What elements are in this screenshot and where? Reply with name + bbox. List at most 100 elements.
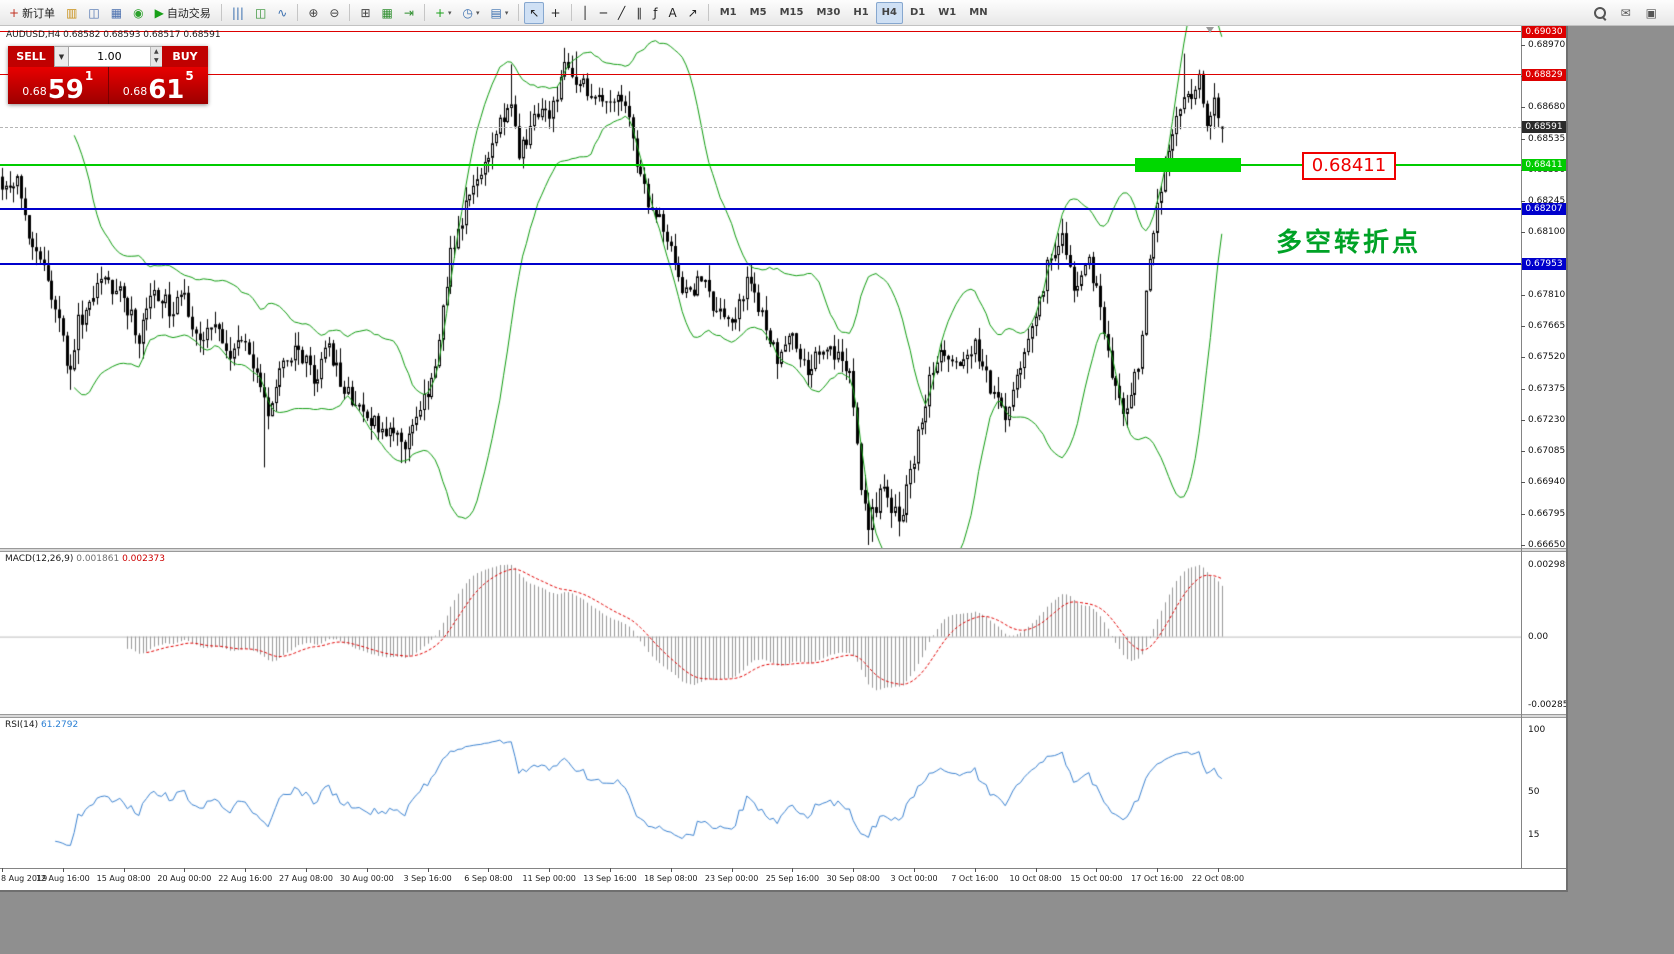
zoom-out-button[interactable]: ⊖	[324, 2, 344, 24]
main-chart-canvas[interactable]	[0, 26, 1521, 548]
price-axis-label: 0.68680	[1528, 102, 1566, 113]
rsi-name: RSI(14)	[5, 720, 39, 730]
time-axis-tick	[853, 868, 855, 872]
rsi-panel-canvas[interactable]	[0, 718, 1521, 868]
timeframe-h1-button[interactable]: H1	[853, 7, 869, 18]
buy-price-panel[interactable]: 0.68 61 5	[107, 67, 208, 105]
price-annotation-box[interactable]: 0.68411	[1302, 152, 1396, 180]
time-axis-tick	[1157, 868, 1159, 872]
stepper-down-icon[interactable]: ▼	[150, 56, 162, 66]
timeframe-d1-button[interactable]: D1	[909, 7, 926, 18]
new-order-button[interactable]: + 新订单	[4, 2, 60, 24]
profiles-button[interactable]: ◫	[83, 2, 104, 24]
indicators-button[interactable]: + ▾	[430, 2, 457, 24]
order-options-dropdown[interactable]: ▼	[54, 46, 69, 67]
market-watch-button[interactable]: ▦	[106, 2, 127, 24]
templates-button[interactable]: ▤ ▾	[486, 2, 514, 24]
price-axis-tick	[1521, 294, 1525, 296]
horizontal-line-tool-button[interactable]: ─	[595, 2, 612, 24]
toolbar-separator	[349, 4, 351, 21]
sell-price-panel[interactable]: 0.68 59 1	[8, 67, 108, 104]
time-axis-label: 8 Aug 2019	[1, 874, 48, 883]
layout-button[interactable]: ▣	[1641, 2, 1662, 24]
vertical-line-tool-button[interactable]: │	[577, 2, 594, 24]
arrow-shapes-icon: ↗	[687, 5, 698, 20]
dropdown-caret-icon: ▾	[448, 8, 452, 17]
timeframe-h4-button[interactable]: H4	[875, 1, 903, 24]
time-axis-tick	[974, 868, 976, 872]
toolbar-separator	[423, 4, 425, 21]
candles-icon: ◫	[254, 5, 267, 20]
panel-separator[interactable]	[0, 714, 1566, 718]
zoom-out-icon: ⊖	[329, 5, 340, 20]
zoom-in-button[interactable]: ⊕	[303, 2, 323, 24]
buy-price-big: 61	[148, 74, 185, 105]
price-axis-label: 0.68970	[1528, 40, 1566, 50]
new-order-button-label: 新订单	[22, 6, 56, 20]
chart-symbol-period: AUDUSD,H4	[6, 30, 61, 40]
timeframe-w1-button[interactable]: W1	[938, 7, 957, 18]
chart-shift-icon: ⇥	[403, 5, 414, 20]
horizontal-line-0.68829[interactable]	[0, 74, 1521, 76]
chart-shift-button[interactable]: ⇥	[399, 2, 419, 24]
price-axis-tick	[1521, 513, 1525, 515]
new-chart-button[interactable]: ▥	[61, 2, 82, 24]
toolbar-separator	[518, 4, 520, 21]
time-axis-label: 6 Sep 08:00	[464, 874, 513, 883]
time-axis-tick	[731, 868, 733, 872]
arrange-charts-button[interactable]: ▦	[377, 2, 398, 24]
sell-button[interactable]: SELL	[8, 46, 54, 67]
community-button[interactable]: ✉	[1616, 2, 1636, 24]
line-chart-type-button[interactable]: ∿	[272, 2, 292, 24]
timeframe-mn-button[interactable]: MN	[969, 7, 988, 18]
periods-button[interactable]: ◷ ▾	[458, 2, 485, 24]
volume-input[interactable]	[69, 47, 150, 66]
channel-icon: ∥	[636, 5, 643, 20]
buy-button[interactable]: BUY	[162, 46, 208, 67]
horizontal-line-0.68207[interactable]	[0, 208, 1521, 211]
data-window-button[interactable]: ◉	[128, 2, 148, 24]
macd-panel-canvas[interactable]	[0, 552, 1521, 714]
search-button[interactable]	[1589, 2, 1611, 24]
horizontal-line-0.68411[interactable]	[0, 164, 1521, 167]
arrows-tool-button[interactable]: ↗	[683, 2, 703, 24]
trendline-tool-button[interactable]: ╱	[613, 2, 630, 24]
time-axis-label: 12 Aug 16:00	[35, 874, 90, 883]
turning-point-label[interactable]: 多空转折点	[1276, 228, 1422, 258]
fibonacci-tool-button[interactable]: ƒ	[648, 2, 662, 24]
macd-axis-label: 0.00	[1528, 631, 1549, 642]
channel-tool-button[interactable]: ∥	[631, 2, 647, 24]
indicator-plus-icon: +	[434, 5, 446, 20]
timeframe-m30-button[interactable]: M30	[816, 7, 841, 18]
time-axis-tick	[610, 868, 611, 872]
autotrading-button[interactable]: ▶ 自动交易	[150, 2, 216, 24]
cursor-button[interactable]: ↖	[524, 1, 545, 24]
shift-end-marker[interactable]	[1206, 27, 1214, 33]
toolbar-right-group: ✉ ▣	[1589, 2, 1670, 24]
horizontal-line-0.69030[interactable]	[0, 31, 1521, 33]
rsi-axis-label: 50	[1528, 787, 1540, 797]
community-icon: ✉	[1620, 5, 1631, 20]
panel-separator[interactable]	[0, 548, 1566, 552]
price-axis-tick	[1521, 388, 1525, 390]
horizontal-line-0.67953[interactable]	[0, 263, 1521, 266]
time-axis-label: 13 Sep 16:00	[583, 874, 637, 883]
time-axis-label: 3 Oct 00:00	[890, 874, 938, 883]
candlestick-type-button[interactable]: ◫	[250, 2, 271, 24]
timeframe-m1-button[interactable]: M1	[719, 7, 737, 18]
price-axis-tick	[1521, 482, 1525, 484]
timeframe-m5-button[interactable]: M5	[749, 7, 767, 18]
time-axis[interactable]	[0, 869, 1566, 890]
time-axis-tick	[914, 868, 915, 872]
bar-chart-type-button[interactable]: |||	[227, 2, 249, 24]
timeframe-m15-button[interactable]: M15	[779, 7, 804, 18]
time-axis-label: 20 Aug 00:00	[157, 874, 212, 883]
highlight-rectangle[interactable]	[1135, 158, 1241, 173]
crosshair-button[interactable]: +	[545, 2, 565, 24]
tile-windows-button[interactable]: ⊞	[355, 2, 375, 24]
price-axis-label: 0.67375	[1528, 383, 1566, 394]
stepper-up-icon[interactable]: ▲	[150, 47, 162, 57]
text-tool-button[interactable]: A	[663, 2, 681, 24]
data-window-icon: ◉	[133, 5, 144, 20]
time-axis-label: 30 Sep 08:00	[826, 874, 880, 883]
